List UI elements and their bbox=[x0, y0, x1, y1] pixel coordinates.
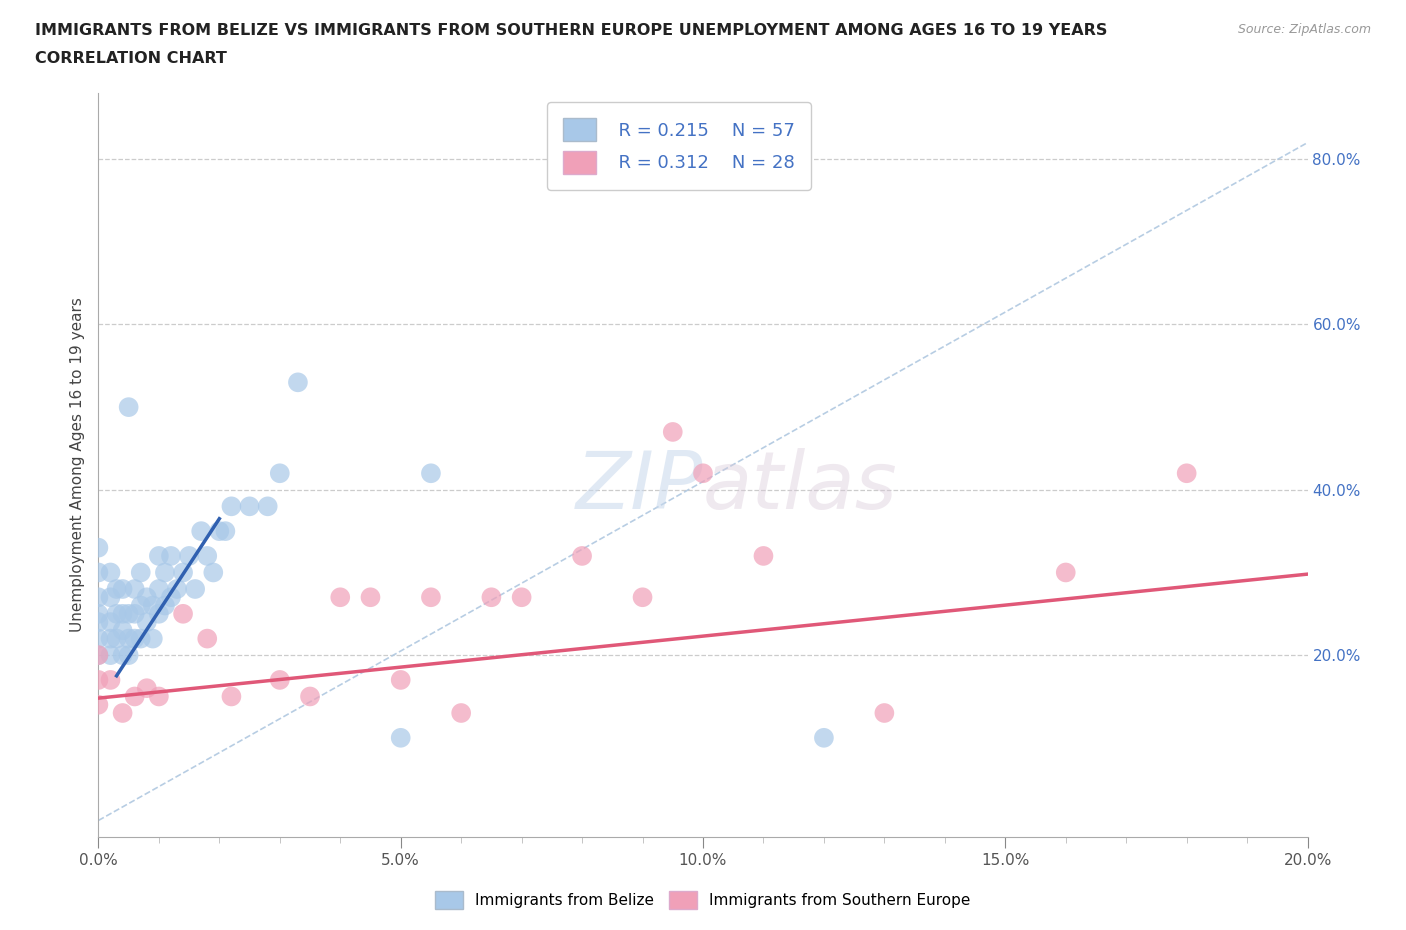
Point bbox=[100, 590, 122, 604]
Point bbox=[299, 689, 322, 704]
Point bbox=[111, 706, 134, 721]
Point bbox=[87, 606, 110, 621]
Point bbox=[118, 631, 141, 646]
Text: Source: ZipAtlas.com: Source: ZipAtlas.com bbox=[1237, 23, 1371, 36]
Point bbox=[118, 647, 141, 662]
Point bbox=[179, 549, 201, 564]
Point bbox=[153, 598, 176, 613]
Point bbox=[287, 375, 309, 390]
Point bbox=[142, 598, 165, 613]
Point bbox=[160, 590, 183, 604]
Point bbox=[692, 466, 714, 481]
Point bbox=[87, 565, 110, 580]
Point bbox=[105, 581, 128, 596]
Point bbox=[87, 672, 110, 687]
Point bbox=[239, 498, 262, 513]
Text: atlas: atlas bbox=[703, 448, 898, 526]
Point bbox=[153, 565, 176, 580]
Point bbox=[118, 400, 141, 415]
Point bbox=[329, 590, 352, 604]
Point bbox=[87, 590, 110, 604]
Legend: Immigrants from Belize, Immigrants from Southern Europe: Immigrants from Belize, Immigrants from … bbox=[429, 885, 977, 915]
Y-axis label: Unemployment Among Ages 16 to 19 years: Unemployment Among Ages 16 to 19 years bbox=[69, 298, 84, 632]
Text: ZIP: ZIP bbox=[575, 448, 703, 526]
Point bbox=[450, 706, 472, 721]
Point bbox=[166, 581, 188, 596]
Point bbox=[148, 581, 170, 596]
Point bbox=[148, 549, 170, 564]
Point bbox=[481, 590, 503, 604]
Point bbox=[100, 672, 122, 687]
Point bbox=[100, 565, 122, 580]
Point bbox=[87, 647, 110, 662]
Point bbox=[256, 498, 278, 513]
Point bbox=[148, 606, 170, 621]
Point bbox=[87, 698, 110, 712]
Point bbox=[111, 647, 134, 662]
Point bbox=[124, 606, 146, 621]
Point bbox=[510, 590, 533, 604]
Point bbox=[135, 681, 157, 696]
Point bbox=[661, 424, 683, 439]
Point bbox=[111, 606, 134, 621]
Point bbox=[221, 689, 243, 704]
Point bbox=[269, 466, 291, 481]
Point bbox=[124, 631, 146, 646]
Point bbox=[87, 647, 110, 662]
Point bbox=[389, 672, 412, 687]
Legend:   R = 0.215    N = 57,   R = 0.312    N = 28: R = 0.215 N = 57, R = 0.312 N = 28 bbox=[547, 102, 811, 190]
Text: IMMIGRANTS FROM BELIZE VS IMMIGRANTS FROM SOUTHERN EUROPE UNEMPLOYMENT AMONG AGE: IMMIGRANTS FROM BELIZE VS IMMIGRANTS FRO… bbox=[35, 23, 1108, 38]
Point bbox=[100, 647, 122, 662]
Point bbox=[813, 730, 835, 745]
Point bbox=[221, 498, 243, 513]
Point bbox=[135, 590, 157, 604]
Point bbox=[752, 549, 775, 564]
Point bbox=[214, 524, 236, 538]
Point bbox=[269, 672, 291, 687]
Point bbox=[87, 540, 110, 555]
Point bbox=[1054, 565, 1077, 580]
Point bbox=[420, 466, 443, 481]
Point bbox=[195, 631, 218, 646]
Point bbox=[100, 615, 122, 630]
Point bbox=[190, 524, 212, 538]
Point bbox=[360, 590, 382, 604]
Point bbox=[148, 689, 170, 704]
Point bbox=[195, 549, 218, 564]
Point bbox=[184, 581, 207, 596]
Point bbox=[124, 581, 146, 596]
Point bbox=[142, 631, 165, 646]
Point bbox=[118, 606, 141, 621]
Point bbox=[111, 623, 134, 638]
Point bbox=[87, 631, 110, 646]
Point bbox=[124, 689, 146, 704]
Point bbox=[172, 606, 194, 621]
Point bbox=[105, 606, 128, 621]
Point bbox=[631, 590, 654, 604]
Point bbox=[135, 615, 157, 630]
Point bbox=[105, 631, 128, 646]
Point bbox=[129, 631, 152, 646]
Point bbox=[129, 598, 152, 613]
Point bbox=[100, 631, 122, 646]
Point bbox=[571, 549, 593, 564]
Text: CORRELATION CHART: CORRELATION CHART bbox=[35, 51, 226, 66]
Point bbox=[160, 549, 183, 564]
Point bbox=[87, 615, 110, 630]
Point bbox=[129, 565, 152, 580]
Point bbox=[420, 590, 443, 604]
Point bbox=[202, 565, 225, 580]
Point bbox=[111, 581, 134, 596]
Point bbox=[389, 730, 412, 745]
Point bbox=[873, 706, 896, 721]
Point bbox=[172, 565, 194, 580]
Point bbox=[208, 524, 231, 538]
Point bbox=[1175, 466, 1198, 481]
